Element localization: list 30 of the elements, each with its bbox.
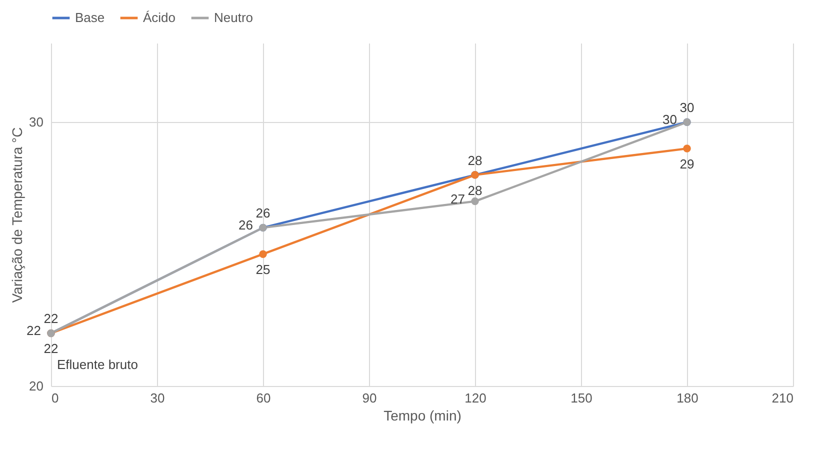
annotation: Efluente bruto bbox=[57, 357, 138, 372]
x-tick-label: 30 bbox=[150, 390, 165, 406]
legend-label: Base bbox=[75, 10, 105, 25]
y-axis-title: Variação de Temperatura °C bbox=[9, 127, 26, 303]
data-label: 22 bbox=[44, 311, 58, 326]
data-label: 28 bbox=[468, 152, 482, 168]
x-axis-title: Tempo (min) bbox=[384, 408, 462, 424]
legend-label: Ácido bbox=[143, 10, 176, 25]
data-label: 25 bbox=[256, 262, 270, 278]
data-label: 22 bbox=[44, 341, 58, 356]
data-label: 30 bbox=[662, 112, 677, 128]
point bbox=[259, 250, 267, 258]
point bbox=[471, 197, 479, 206]
x-tick-label: 180 bbox=[676, 390, 698, 406]
x-tick-label: 0 bbox=[52, 390, 59, 406]
x-tick-label: 210 bbox=[772, 390, 794, 406]
data-label: 22 bbox=[26, 323, 41, 338]
data-label: 28 bbox=[468, 182, 482, 198]
x-tick-label: 90 bbox=[362, 390, 377, 406]
legend-label: Neutro bbox=[214, 10, 254, 25]
data-label: 30 bbox=[680, 100, 694, 116]
data-label: 26 bbox=[256, 206, 270, 221]
x-tick-label: 120 bbox=[464, 390, 486, 406]
data-label: 27 bbox=[450, 191, 465, 206]
data-label: 26 bbox=[238, 218, 253, 233]
y-tick-label: 20 bbox=[29, 378, 44, 394]
point bbox=[683, 144, 691, 152]
data-label: 29 bbox=[680, 156, 694, 172]
x-tick-label: 60 bbox=[256, 390, 271, 406]
x-tick-label: 150 bbox=[570, 390, 592, 406]
